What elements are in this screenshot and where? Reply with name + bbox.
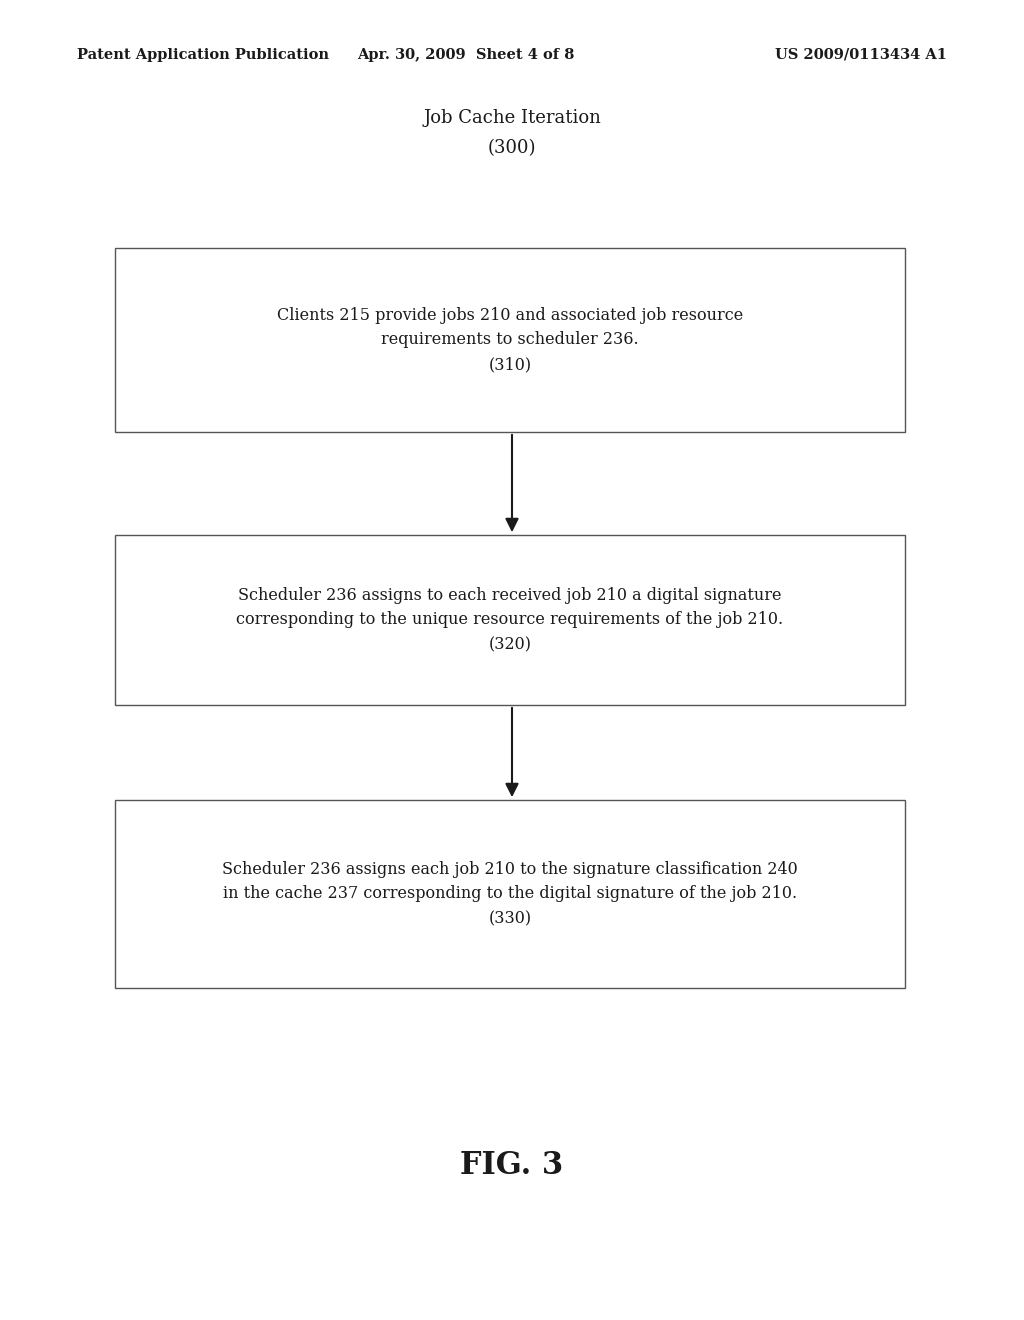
Text: Job Cache Iteration: Job Cache Iteration — [423, 110, 601, 127]
Text: (300): (300) — [487, 139, 537, 157]
Text: US 2009/0113434 A1: US 2009/0113434 A1 — [775, 48, 947, 62]
Text: Clients 215 provide jobs 210 and associated job resource
requirements to schedul: Clients 215 provide jobs 210 and associa… — [276, 306, 743, 374]
Text: Apr. 30, 2009  Sheet 4 of 8: Apr. 30, 2009 Sheet 4 of 8 — [357, 48, 574, 62]
Bar — [115, 248, 905, 432]
Bar — [115, 800, 905, 987]
Text: FIG. 3: FIG. 3 — [461, 1150, 563, 1180]
Text: Scheduler 236 assigns each job 210 to the signature classification 240
in the ca: Scheduler 236 assigns each job 210 to th… — [222, 861, 798, 928]
Text: Scheduler 236 assigns to each received job 210 a digital signature
corresponding: Scheduler 236 assigns to each received j… — [237, 586, 783, 653]
Text: Patent Application Publication: Patent Application Publication — [77, 48, 329, 62]
Bar — [115, 535, 905, 705]
